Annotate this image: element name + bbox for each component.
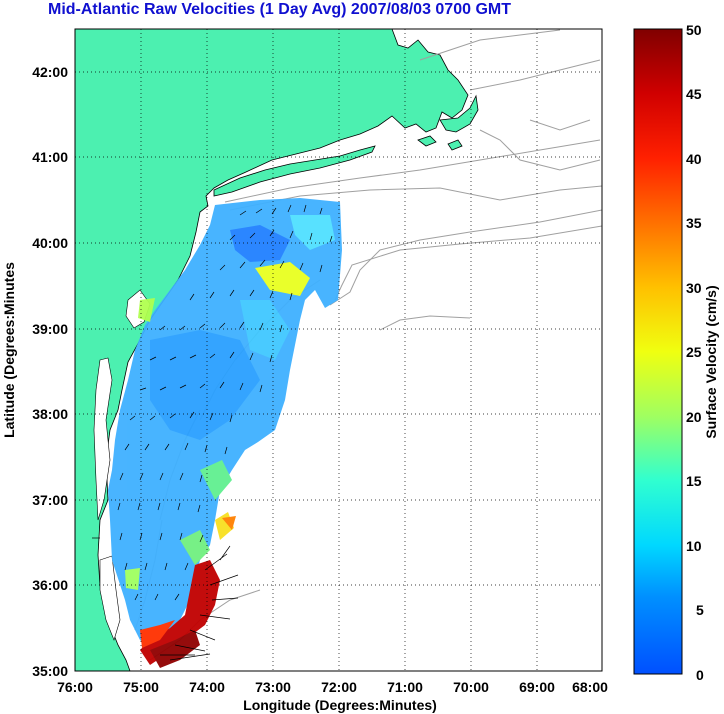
x-tick: 74:00 <box>189 679 225 695</box>
colorbar-tick: 10 <box>686 538 702 554</box>
velocity-arrows <box>92 204 333 661</box>
colorbar-tick: 0 <box>696 667 704 683</box>
y-tick: 40:00 <box>32 235 68 251</box>
x-tick: 72:00 <box>321 679 357 695</box>
y-tick: 41:00 <box>32 149 68 165</box>
x-tick: 70:00 <box>453 679 489 695</box>
x-tick: 73:00 <box>255 679 291 695</box>
y-tick: 42:00 <box>32 64 68 80</box>
colorbar-tick: 15 <box>686 473 702 489</box>
colorbar-tick: 30 <box>686 280 702 296</box>
colorbar-tick: 45 <box>686 86 702 102</box>
x-tick-labels: 76:00 75:00 74:00 73:00 72:00 71:00 70:0… <box>57 679 608 695</box>
y-tick: 35:00 <box>32 663 68 679</box>
y-tick: 36:00 <box>32 577 68 593</box>
colorbar-tick: 5 <box>696 602 704 618</box>
x-tick: 75:00 <box>123 679 159 695</box>
x-tick: 76:00 <box>57 679 93 695</box>
colorbar-tick: 20 <box>686 409 702 425</box>
colorbar <box>633 28 683 675</box>
y-axis-label: Latitude (Degrees:Minutes <box>1 262 17 438</box>
colorbar-tick: 40 <box>686 151 702 167</box>
x-tick: 69:00 <box>519 679 555 695</box>
cape-cod <box>439 94 479 133</box>
colorbar-label: Surface Velocity (cm/s) <box>703 285 719 438</box>
velocity-field <box>108 198 342 668</box>
colorbar-tick: 50 <box>686 22 702 38</box>
y-tick-labels: 42:00 41:00 40:00 39:00 38:00 37:00 36:0… <box>32 64 68 679</box>
y-tick: 37:00 <box>32 492 68 508</box>
y-tick: 38:00 <box>32 406 68 422</box>
y-tick: 39:00 <box>32 321 68 337</box>
colorbar-ticks: 50 45 40 35 30 25 20 15 10 5 0 <box>686 22 704 683</box>
x-tick: 68:00 <box>572 679 608 695</box>
colorbar-tick: 25 <box>686 344 702 360</box>
x-tick: 71:00 <box>387 679 423 695</box>
map-title: Mid-Atlantic Raw Velocities (1 Day Avg) … <box>48 1 511 18</box>
islands <box>417 135 463 151</box>
x-axis-label: Longitude (Degrees:Minutes) <box>243 697 437 713</box>
colorbar-tick: 35 <box>686 215 702 231</box>
long-island <box>213 145 376 197</box>
mainland <box>75 29 469 671</box>
